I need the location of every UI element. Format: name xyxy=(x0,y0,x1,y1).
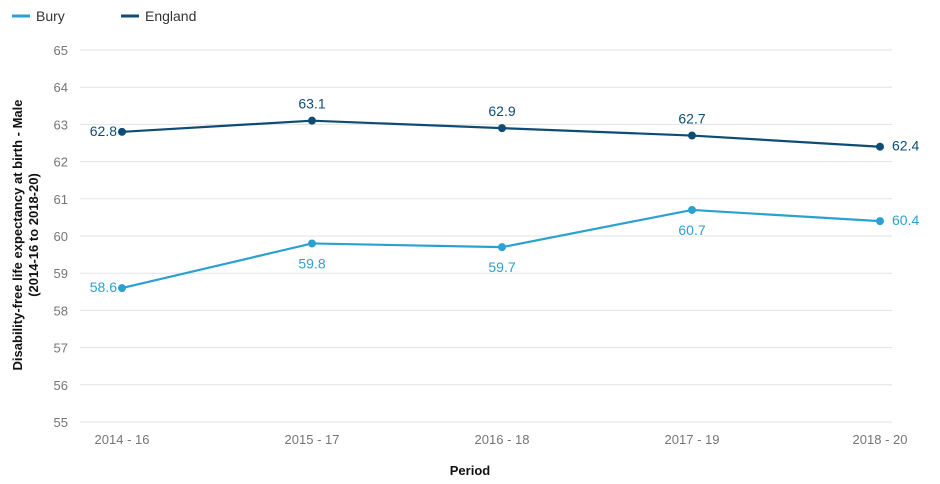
data-point-bury xyxy=(118,284,126,293)
x-tick-label: 2014 - 16 xyxy=(95,432,150,447)
y-axis-title: Disability-free life expectancy at birth… xyxy=(10,100,41,371)
legend-label-england: England xyxy=(145,8,196,24)
data-label-england: 62.4 xyxy=(892,138,919,154)
y-tick-label: 58 xyxy=(54,303,68,318)
data-label-england: 62.8 xyxy=(90,123,117,139)
data-point-bury xyxy=(308,239,316,248)
data-point-bury xyxy=(876,217,884,226)
x-tick-label: 2016 - 18 xyxy=(475,432,530,447)
data-label-bury: 58.6 xyxy=(90,279,117,295)
y-tick-label: 55 xyxy=(54,415,68,430)
data-point-bury xyxy=(688,205,696,214)
data-label-bury: 60.7 xyxy=(678,222,705,238)
data-label-england: 63.1 xyxy=(298,96,325,112)
y-tick-label: 59 xyxy=(54,266,68,281)
y-tick-label: 65 xyxy=(54,43,68,58)
x-tick-label: 2018 - 20 xyxy=(853,432,908,447)
y-tick-label: 61 xyxy=(54,192,68,207)
data-label-england: 62.9 xyxy=(488,103,515,119)
data-point-bury xyxy=(498,243,506,252)
data-point-england xyxy=(498,124,506,133)
data-point-england xyxy=(308,116,316,125)
y-tick-label: 60 xyxy=(54,229,68,244)
x-axis-ticks: 2014 - 16 2015 - 17 2016 - 18 2017 - 19 2018… xyxy=(95,432,908,447)
y-axis-title-line-1: Disability-free life expectancy at birth… xyxy=(10,100,25,371)
data-point-england xyxy=(118,127,126,136)
y-axis-ticks: 55 56 57 58 59 60 61 62 63 64 65 xyxy=(54,43,68,430)
x-tick-label: 2017 - 19 xyxy=(665,432,720,447)
x-tick-label: 2015 - 17 xyxy=(285,432,340,447)
data-point-england xyxy=(876,142,884,151)
legend: Bury England xyxy=(12,8,196,24)
y-tick-label: 62 xyxy=(54,155,68,170)
data-label-bury: 59.8 xyxy=(298,255,325,271)
y-tick-label: 57 xyxy=(54,341,68,356)
gridlines xyxy=(80,49,892,423)
y-tick-label: 63 xyxy=(54,117,68,132)
y-tick-label: 64 xyxy=(54,80,68,95)
series-group: 58.6 59.8 59.7 60.7 60.4 62.8 63.1 62.9 62.7 62.4 xyxy=(90,96,920,295)
y-axis-title-line-2: (2014-16 to 2018-20) xyxy=(26,173,41,297)
data-label-bury: 60.4 xyxy=(892,212,919,228)
data-point-england xyxy=(688,131,696,140)
data-label-bury: 59.7 xyxy=(488,259,515,275)
y-tick-label: 56 xyxy=(54,378,68,393)
data-label-england: 62.7 xyxy=(678,111,705,127)
x-axis-title: Period xyxy=(450,463,491,478)
legend-label-bury: Bury xyxy=(36,8,65,24)
